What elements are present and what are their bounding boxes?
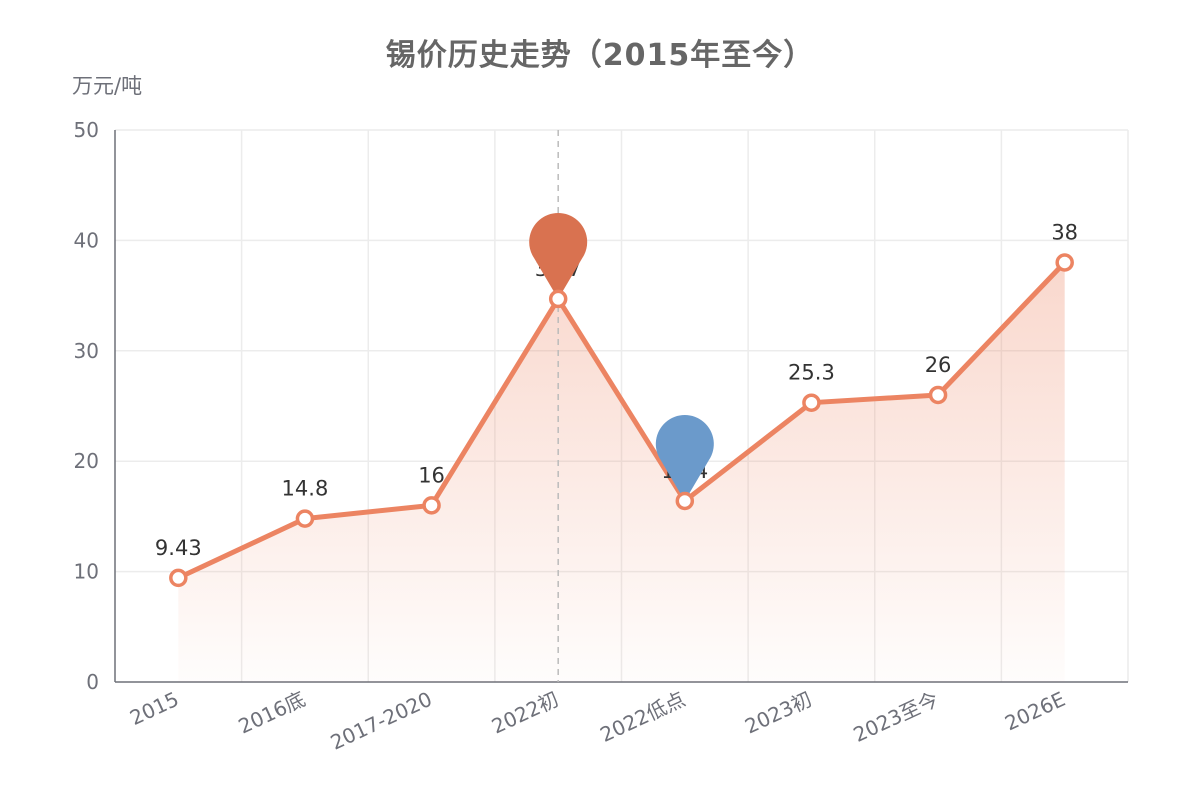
data-label: 16 xyxy=(418,463,445,487)
x-tick-label: 2015 xyxy=(126,687,182,730)
y-tick-label: 20 xyxy=(74,449,99,473)
y-tick-label: 40 xyxy=(74,228,99,252)
x-tick-label: 2023至今 xyxy=(850,687,943,747)
x-tick-label: 2026E xyxy=(1001,687,1069,736)
x-tick-label: 2016底 xyxy=(235,687,309,739)
x-tick-label: 2017-2020 xyxy=(327,687,436,755)
point-layer xyxy=(169,253,1074,588)
y-tick-label: 50 xyxy=(74,118,99,142)
data-label: 25.3 xyxy=(788,361,835,385)
y-tick-label: 30 xyxy=(74,339,99,363)
x-tick-label: 2022初 xyxy=(488,687,562,739)
y-tick-label: 0 xyxy=(86,670,99,694)
x-tick-label: 2022低点 xyxy=(596,687,689,747)
data-point[interactable] xyxy=(295,509,315,528)
mark-point-layer xyxy=(529,212,714,501)
data-label: 38 xyxy=(1051,220,1078,244)
series-line xyxy=(175,259,1068,581)
series-area xyxy=(178,262,1065,682)
data-point[interactable] xyxy=(548,289,568,309)
data-point[interactable] xyxy=(802,393,821,412)
data-point[interactable] xyxy=(928,385,948,405)
line-layer xyxy=(175,259,1068,581)
x-tick-label: 2023初 xyxy=(741,687,815,739)
data-label: 9.43 xyxy=(155,536,202,560)
min-pin-marker xyxy=(655,415,714,501)
data-point[interactable] xyxy=(1055,253,1074,272)
y-axis-title: 万元/吨 xyxy=(72,74,142,98)
area-layer xyxy=(178,262,1065,682)
data-point[interactable] xyxy=(169,568,188,588)
data-label: 14.8 xyxy=(282,477,329,501)
data-point[interactable] xyxy=(422,496,441,515)
max-pin-marker xyxy=(529,212,588,299)
data-label: 26 xyxy=(925,353,952,377)
chart-title: 锡价历史走势（2015年至今） xyxy=(385,38,815,73)
y-tick-label: 10 xyxy=(74,560,99,584)
data-point[interactable] xyxy=(675,491,695,511)
